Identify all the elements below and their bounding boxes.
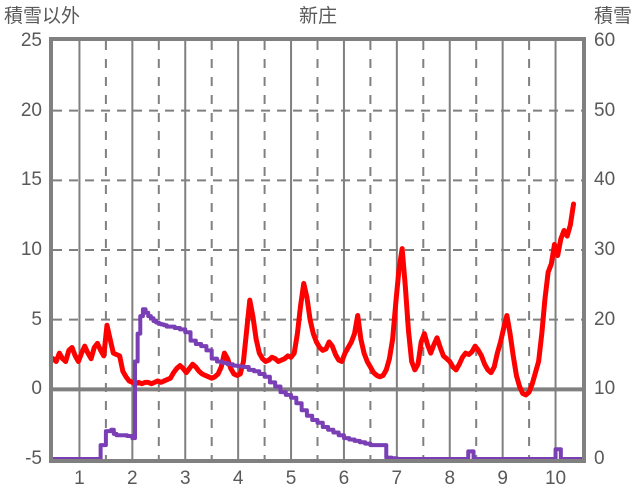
x-tick-3: 3 (179, 468, 191, 489)
chart-svg (53, 41, 582, 459)
x-tick-7: 7 (391, 468, 403, 489)
x-tick-9: 9 (497, 468, 508, 489)
x-tick-5: 5 (285, 468, 297, 489)
grid-lines (53, 41, 582, 459)
right-axis-title: 積雪 (593, 6, 632, 27)
plot-inner (53, 41, 582, 459)
x-tick-10: 10 (544, 468, 567, 489)
right-tick-10: 10 (594, 378, 616, 400)
left-tick-0: 0 (31, 378, 42, 400)
left-axis-title: 積雪以外 (4, 6, 81, 27)
series-line-non-snow (53, 201, 577, 398)
right-tick-0: 0 (594, 448, 605, 469)
x-tick-8: 8 (444, 468, 456, 489)
right-tick-40: 40 (594, 169, 616, 191)
left-tick--5: -5 (25, 448, 42, 469)
plot-area (49, 37, 586, 463)
right-tick-20: 20 (594, 308, 616, 330)
left-tick-15: 15 (20, 169, 42, 191)
right-tick-60: 60 (594, 30, 616, 51)
left-tick-25: 25 (20, 30, 42, 51)
left-tick-20: 20 (20, 99, 42, 121)
right-tick-30: 30 (594, 239, 616, 260)
series-line-snow (53, 307, 582, 459)
left-tick-5: 5 (31, 308, 42, 330)
x-tick-2: 2 (127, 468, 138, 489)
page-title: 新庄 (298, 6, 337, 27)
series-lines (53, 201, 582, 459)
x-tick-6: 6 (338, 468, 350, 489)
x-tick-1: 1 (74, 468, 85, 489)
right-tick-50: 50 (594, 99, 616, 121)
left-tick-10: 10 (20, 239, 42, 260)
x-tick-4: 4 (232, 468, 244, 489)
